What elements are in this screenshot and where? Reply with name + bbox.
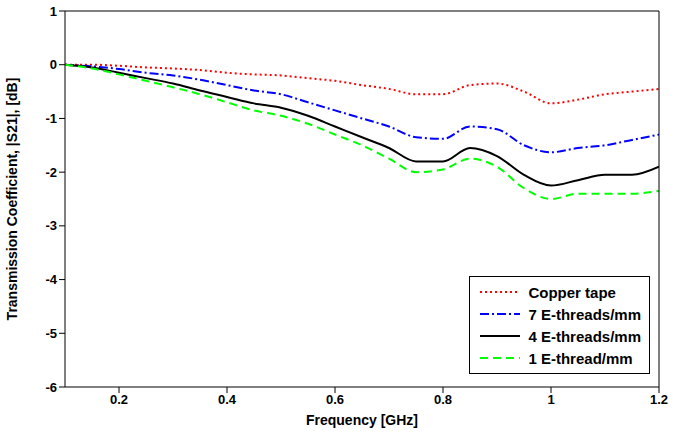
svg-text:0.6: 0.6 xyxy=(326,392,344,407)
html-text:7 E-threads/mm: 7 E-threads/mm xyxy=(528,305,641,323)
svg-text:Frequency [GHz]: Frequency [GHz] xyxy=(306,412,418,428)
svg-text:-5: -5 xyxy=(45,326,57,341)
svg-text:Transmission Coefficient, |S21: Transmission Coefficient, |S21|, [dB] xyxy=(4,78,20,321)
svg-text:0.4: 0.4 xyxy=(218,392,237,407)
svg-text:0: 0 xyxy=(50,57,57,72)
svg-text:1.2: 1.2 xyxy=(650,392,668,407)
svg-text:-6: -6 xyxy=(45,380,57,395)
html-text:Copper tape: Copper tape xyxy=(528,283,616,301)
html-text:4 E-threads/mm: 4 E-threads/mm xyxy=(528,327,641,345)
svg-text:1: 1 xyxy=(547,392,554,407)
svg-text:-2: -2 xyxy=(45,165,57,180)
svg-text:-4: -4 xyxy=(45,272,57,287)
svg-text:-3: -3 xyxy=(45,218,57,233)
html-text:1 E-thread/mm: 1 E-thread/mm xyxy=(528,349,633,367)
svg-text:0.8: 0.8 xyxy=(434,392,452,407)
svg-text:0.2: 0.2 xyxy=(110,392,128,407)
svg-text:1: 1 xyxy=(50,4,57,19)
svg-text:-1: -1 xyxy=(45,111,57,126)
